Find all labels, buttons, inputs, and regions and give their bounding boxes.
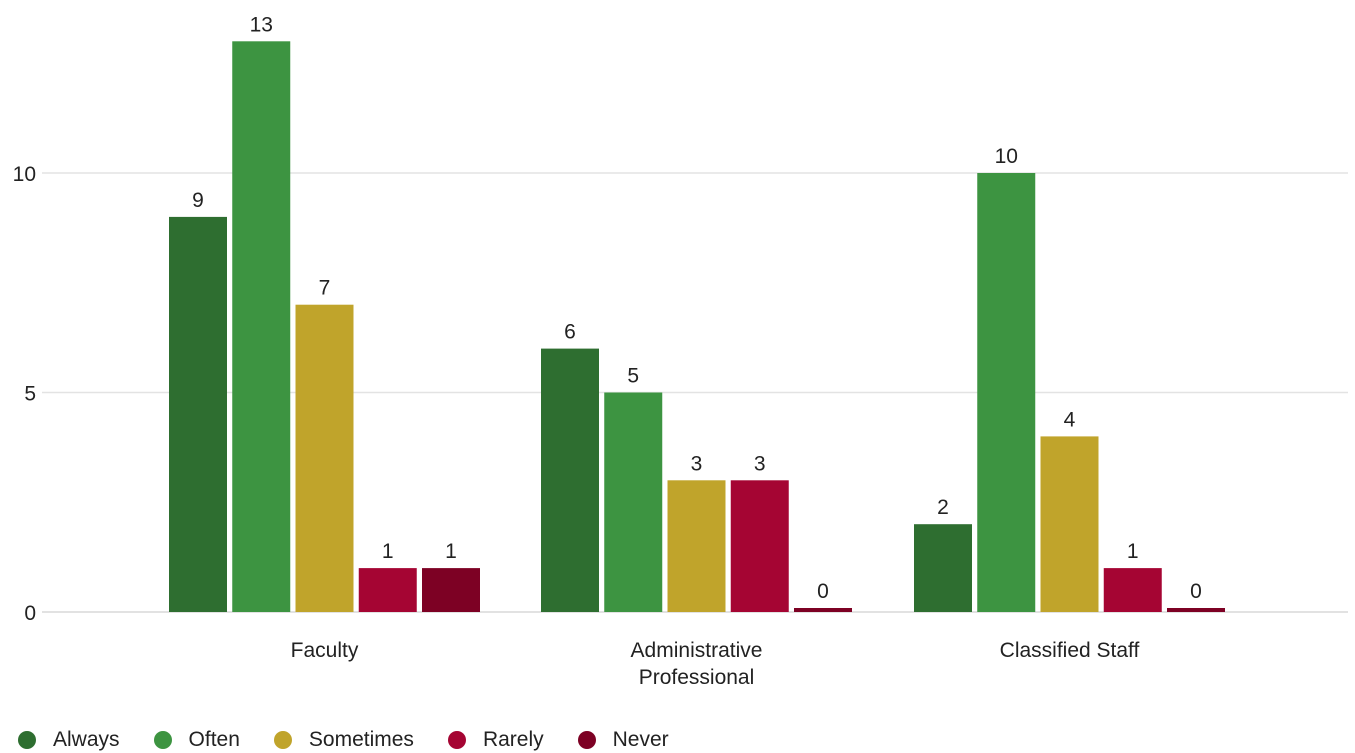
bar (914, 524, 972, 612)
data-label: 9 (192, 189, 204, 212)
legend-label: Often (188, 728, 240, 751)
data-label: 3 (754, 452, 766, 475)
data-label: 4 (1064, 408, 1076, 431)
bar (1103, 568, 1162, 612)
legend-label: Rarely (482, 728, 544, 751)
y-tick-label: 5 (24, 383, 36, 406)
legend-item[interactable]: Often (153, 728, 240, 752)
legend-swatch-icon (447, 731, 466, 749)
bar (358, 568, 417, 612)
data-label: 3 (691, 452, 703, 475)
legend-swatch-icon (18, 731, 36, 749)
bar (730, 480, 789, 612)
data-label: 7 (319, 277, 331, 300)
bar (169, 216, 227, 612)
bar (1167, 608, 1225, 612)
legend-label: Always (53, 728, 120, 751)
legend-swatch-icon (153, 731, 172, 749)
x-tick-label: Administrative (631, 639, 763, 662)
data-label: 5 (627, 365, 639, 388)
data-label: 0 (1190, 580, 1202, 603)
legend-swatch-icon (577, 731, 596, 749)
y-tick-label: 0 (24, 602, 36, 625)
legend-swatch-icon (273, 731, 292, 749)
legend-item[interactable]: Always (18, 728, 120, 752)
bar (1040, 436, 1099, 612)
legend-label: Never (612, 728, 669, 751)
bar (295, 304, 354, 612)
data-label: 1 (382, 540, 394, 563)
bar (604, 392, 663, 612)
bar (667, 480, 726, 612)
data-label: 0 (817, 580, 829, 603)
legend-item[interactable]: Rarely (447, 728, 544, 752)
data-label: 1 (445, 540, 457, 563)
x-tick-label: Faculty (291, 639, 359, 662)
chart-legend: Always Often Sometimes Rarely Never (18, 728, 703, 752)
bar (422, 568, 480, 612)
bar (232, 41, 291, 613)
legend-label: Sometimes (308, 728, 414, 751)
bar (541, 348, 599, 612)
y-tick-label: 10 (13, 163, 36, 186)
data-label: 13 (250, 13, 273, 36)
bar (794, 608, 852, 612)
data-label: 2 (937, 496, 949, 519)
data-label: 10 (995, 145, 1018, 168)
x-tick-label: Classified Staff (1000, 639, 1140, 662)
data-label: 6 (564, 321, 576, 344)
legend-item[interactable]: Sometimes (273, 728, 414, 752)
x-tick-label: Professional (639, 666, 755, 689)
bar (977, 173, 1036, 612)
data-label: 1 (1127, 540, 1139, 563)
legend-item[interactable]: Never (577, 728, 669, 752)
